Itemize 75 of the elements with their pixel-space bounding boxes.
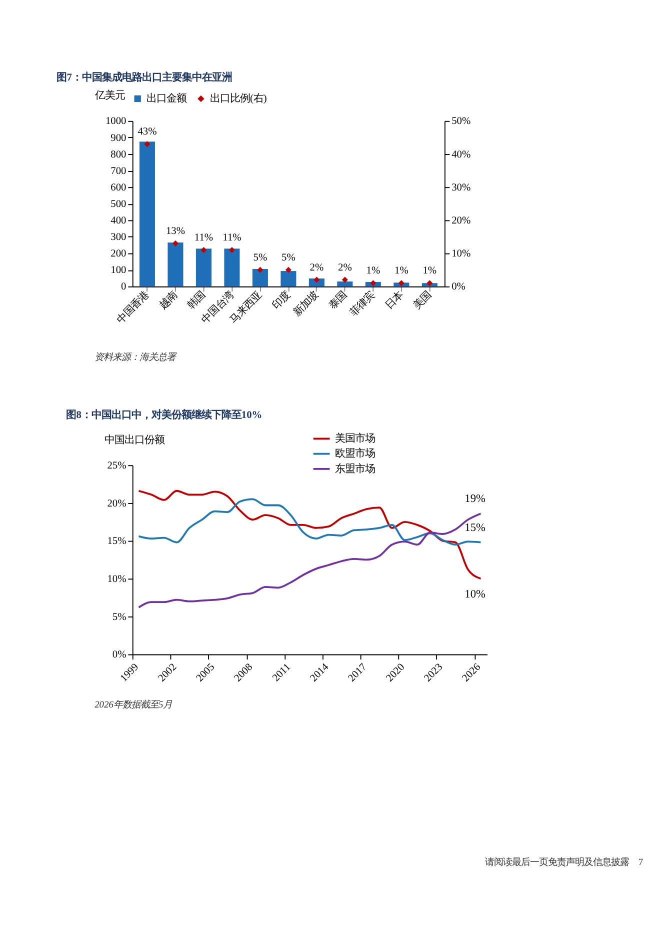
point (426, 280, 433, 286)
y-tick-label: 10% (107, 574, 127, 585)
y2-tick-label: 30% (452, 182, 471, 194)
y-tick-label: 0% (112, 650, 127, 661)
y-axis-title: 中国出口份额 (104, 434, 164, 446)
x-tick-label: 泰国 (327, 290, 350, 312)
bar (196, 248, 212, 286)
data-label: 15% (464, 522, 486, 534)
x-tick-label: 日本 (382, 289, 406, 312)
point (370, 280, 376, 286)
point (285, 266, 292, 273)
bar (139, 142, 155, 286)
y-tick-label: 20% (107, 498, 127, 510)
y-tick-label: 700 (110, 166, 126, 177)
data-label: 13% (166, 226, 186, 237)
y-tick-label: 300 (110, 232, 126, 244)
x-tick-label: 美国 (411, 289, 434, 312)
bar (252, 269, 268, 286)
y-tick-label: 600 (110, 182, 126, 194)
data-label: 11% (222, 232, 242, 244)
bar (168, 242, 184, 286)
point (398, 280, 404, 286)
y-tick-label: 500 (110, 198, 126, 210)
x-tick-label: 2011 (270, 662, 293, 684)
data-label: 2% (310, 262, 324, 274)
point (144, 141, 150, 148)
data-label: 5% (282, 252, 296, 264)
text: 请阅读最后一页免责声明及信息披露 (484, 857, 629, 868)
x-tick-label: 韩国 (185, 289, 208, 312)
data-label: 43% (138, 126, 158, 138)
y2-tick-label: 50% (452, 116, 471, 128)
y-axis-title: 亿美元 (94, 90, 126, 102)
data-label: 5% (253, 252, 268, 264)
y-tick-label: 400 (110, 216, 126, 227)
y2-tick-label: 10% (452, 248, 471, 260)
data-label: 1% (394, 266, 409, 277)
y-tick-label: 5% (112, 612, 127, 623)
bar (280, 271, 296, 286)
bar (337, 281, 353, 286)
text: 2026年数据截至5月 (94, 699, 174, 710)
legend-label: 欧盟市场 (334, 448, 375, 460)
y2-tick-label: 20% (452, 216, 471, 227)
text: 资料来源：海关总署 (94, 352, 178, 364)
point (228, 247, 235, 253)
x-tick-label: 菲律宾 (348, 289, 378, 319)
point (172, 240, 178, 246)
y-tick-label: 100 (110, 265, 126, 276)
chart-title: 图7：中国集成电路出口主要集中在亚洲 (56, 71, 232, 84)
text: 7 (638, 858, 644, 868)
x-tick-label: 印度 (270, 289, 293, 312)
y2-tick-label: 40% (452, 149, 471, 160)
y-tick-label: 25% (107, 460, 127, 472)
y2-tick-label: 0% (452, 282, 466, 293)
y-tick-label: 200 (110, 248, 126, 260)
y-tick-label: 1000 (105, 116, 126, 128)
data-label: 1% (366, 266, 380, 277)
data-label: 1% (422, 266, 437, 277)
point (257, 266, 264, 273)
data-label: 11% (194, 232, 214, 244)
data-label: 2% (338, 262, 352, 274)
legend-label: 出口比例(右) (210, 92, 267, 105)
data-label: 10% (464, 588, 486, 601)
x-tick-label: 新加坡 (291, 289, 321, 319)
legend-label: 出口金额 (146, 92, 187, 105)
bar (224, 248, 240, 286)
y-tick-label: 900 (110, 132, 126, 144)
x-tick-label: 越南 (156, 289, 180, 312)
chart-title: 图8：中国出口中，对美份额继续下降至10% (66, 408, 262, 421)
legend-label: 美国市场 (334, 432, 375, 445)
y-tick-label: 800 (110, 149, 126, 160)
legend-label: 东盟市场 (334, 462, 375, 475)
point (342, 276, 348, 283)
y-tick-label: 15% (107, 536, 127, 548)
point (200, 247, 207, 253)
data-label: 19% (464, 493, 486, 506)
